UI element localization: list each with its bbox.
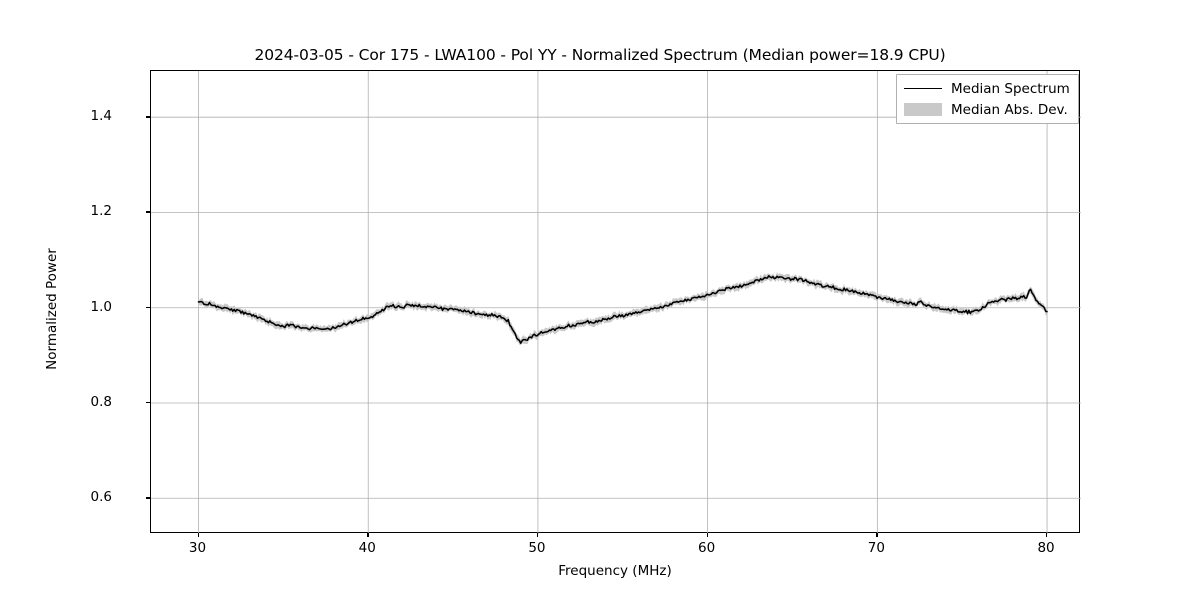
x-tick-mark — [197, 533, 199, 537]
x-tick-label: 40 — [358, 540, 376, 556]
y-tick-mark — [146, 306, 150, 309]
spectrum-series — [197, 272, 1048, 346]
x-tick-label: 50 — [528, 540, 546, 556]
y-tick-label: 1.4 — [90, 108, 112, 125]
x-tick-label: 30 — [188, 540, 207, 556]
y-tick-mark — [146, 211, 150, 213]
y-tick-mark — [146, 497, 150, 499]
y-tick-mark — [146, 116, 150, 118]
x-tick-mark — [367, 533, 369, 537]
x-tick-mark — [1046, 533, 1048, 537]
legend-label-median-abs-dev: Median Abs. Dev. — [951, 101, 1068, 118]
x-tick-mark — [706, 533, 708, 537]
x-axis-label: Frequency (MHz) — [558, 563, 672, 579]
y-tick-label: 0.8 — [90, 394, 112, 410]
x-tick-label: 70 — [867, 540, 885, 556]
x-tick-mark — [876, 533, 878, 537]
legend-item-median-abs-dev: Median Abs. Dev. — [904, 101, 1070, 118]
legend: Median Spectrum Median Abs. Dev. — [896, 74, 1079, 124]
y-tick-label: 1.2 — [90, 203, 112, 220]
median-abs-dev-band — [198, 272, 1048, 346]
y-axis-label: Normalized Power — [44, 248, 60, 370]
y-tick-label: 0.6 — [90, 489, 112, 506]
x-tick-mark — [536, 533, 539, 537]
y-tick-mark — [146, 402, 150, 404]
legend-label-median-spectrum: Median Spectrum — [951, 80, 1070, 97]
chart-title: 2024-03-05 - Cor 175 - LWA100 - Pol YY -… — [254, 46, 946, 64]
legend-line-swatch-icon — [904, 88, 942, 89]
legend-item-median-spectrum: Median Spectrum — [904, 80, 1070, 97]
median-spectrum-line — [197, 275, 1048, 344]
plot-area — [150, 70, 1081, 534]
x-tick-label: 60 — [698, 540, 716, 556]
legend-band-swatch-icon — [904, 103, 942, 116]
x-tick-label: 80 — [1037, 540, 1055, 556]
y-tick-label: 1.0 — [90, 298, 112, 315]
